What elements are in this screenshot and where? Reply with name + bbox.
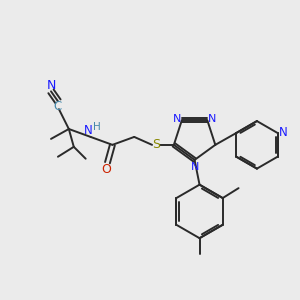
Text: N: N	[46, 79, 56, 92]
Text: N: N	[172, 115, 181, 124]
Text: N: N	[208, 115, 217, 124]
Text: N: N	[279, 127, 288, 140]
Text: N: N	[84, 124, 93, 137]
Text: C: C	[54, 100, 62, 113]
Text: S: S	[152, 138, 160, 151]
Text: O: O	[101, 163, 111, 176]
Text: H: H	[93, 122, 101, 132]
Text: N: N	[190, 162, 199, 172]
